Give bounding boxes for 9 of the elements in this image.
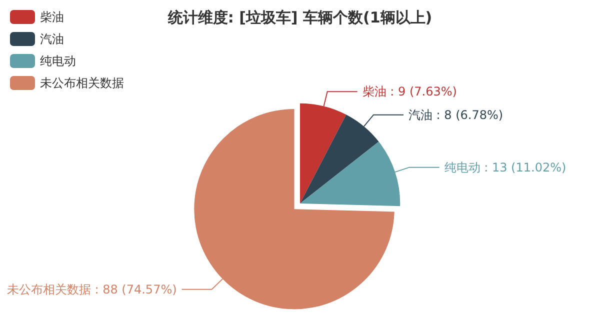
legend-label: 纯电动 xyxy=(40,54,76,68)
data-label: 纯电动 : 13 (11.02%) xyxy=(444,160,566,174)
legend-label: 柴油 xyxy=(40,10,64,24)
data-label: 汽油 : 8 (6.78%) xyxy=(408,108,504,122)
legend-label: 汽油 xyxy=(40,32,64,46)
data-label: 柴油 : 9 (7.63%) xyxy=(362,84,457,99)
chart-title: 统计维度: [垃圾车] 车辆个数(1辆以上) xyxy=(166,8,432,26)
legend-label: 未公布相关数据 xyxy=(40,76,124,90)
data-label: 未公布相关数据 : 88 (74.57%) xyxy=(6,282,177,296)
